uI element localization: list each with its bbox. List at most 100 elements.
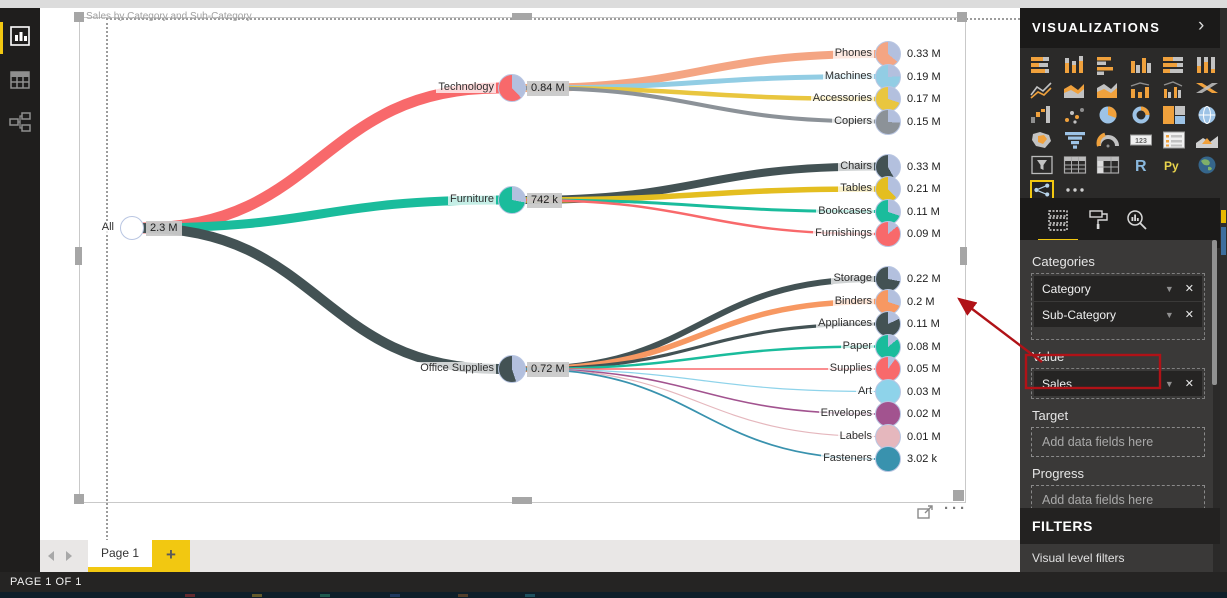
visual-options-icon[interactable]: ···	[944, 500, 968, 517]
svg-text:R: R	[1135, 158, 1147, 175]
viz-icon-pie-chart[interactable]	[1096, 105, 1120, 125]
link-all-office-supplies[interactable]	[141, 223, 500, 374]
viz-icon-r-script-visual[interactable]: R	[1129, 155, 1153, 175]
viz-icon-more-options[interactable]	[1063, 180, 1087, 200]
node-pie-labels[interactable]	[875, 423, 901, 450]
resize-handle-left-center[interactable]	[75, 247, 82, 265]
resize-handle-right-center[interactable]	[960, 247, 967, 265]
viz-icon-clustered-bar-chart[interactable]	[1096, 55, 1120, 75]
viz-icon-waterfall-chart[interactable]	[1030, 105, 1054, 125]
sankey-visual-frame[interactable]	[79, 17, 966, 503]
tree-chart[interactable]: All 2.3 M Technology 0.84 M Phones 0.33 M Mach…	[66, 10, 1016, 537]
data-view-icon[interactable]	[8, 68, 32, 92]
node-pie-supplies[interactable]	[875, 356, 901, 382]
node-pie-tables[interactable]	[875, 176, 901, 202]
resize-handle-top-left[interactable]	[74, 12, 84, 22]
viz-icon-scatter-chart[interactable]	[1063, 105, 1087, 125]
viz-icon-sankey-chart[interactable]	[1030, 180, 1054, 200]
field-pill-category[interactable]: Category ▼ ✕	[1034, 276, 1202, 301]
format-tab-icon[interactable]	[1086, 207, 1112, 233]
new-page-button[interactable]: +	[152, 540, 190, 572]
viz-icon-donut-chart[interactable]	[1129, 105, 1153, 125]
viz-icon-clustered-column-chart[interactable]	[1129, 55, 1153, 75]
node-pie-all[interactable]	[120, 216, 144, 240]
resize-handle-bottom-right[interactable]	[953, 490, 964, 501]
node-pie-appliances[interactable]	[875, 311, 901, 337]
node-pie-furnishings[interactable]	[875, 221, 901, 247]
dropdown-caret-icon[interactable]: ▼	[1164, 309, 1174, 320]
node-pie-bookcases[interactable]	[875, 198, 901, 225]
focus-mode-icon[interactable]	[916, 504, 936, 526]
link-all-furniture[interactable]	[141, 195, 500, 233]
viz-icon-slicer[interactable]	[1030, 155, 1054, 175]
node-pie-copiers[interactable]	[875, 108, 901, 135]
node-pie-envelopes[interactable]	[875, 401, 901, 427]
viz-icon-area-chart[interactable]	[1063, 80, 1087, 100]
viz-icon-kpi[interactable]	[1195, 130, 1219, 150]
analytics-tab-icon[interactable]	[1124, 207, 1150, 233]
page-tab[interactable]: Page 1	[88, 540, 152, 567]
viz-icon-line-and-clustered-column-chart[interactable]	[1162, 80, 1186, 100]
link-office-supplies-paper[interactable]	[524, 345, 877, 371]
viz-icon-map[interactable]	[1195, 105, 1219, 125]
field-pill-sales[interactable]: Sales ▼ ✕	[1034, 371, 1202, 396]
viz-icon-matrix[interactable]	[1096, 155, 1120, 175]
node-pie-technology[interactable]	[498, 74, 526, 102]
node-label-technology: Technology	[436, 81, 496, 93]
viz-icon-python-visual[interactable]: Py	[1162, 155, 1186, 175]
node-value-appliances: 0.11 M	[907, 318, 940, 330]
node-pie-machines[interactable]	[875, 63, 901, 90]
field-pill-sub-category[interactable]: Sub-Category ▼ ✕	[1034, 302, 1202, 327]
viz-icon-treemap[interactable]	[1162, 105, 1186, 125]
panel-scrollbar[interactable]	[1212, 240, 1217, 385]
well-label-categories: Categories	[1032, 254, 1095, 269]
viz-icon-gauge[interactable]	[1096, 130, 1120, 150]
node-pie-fasteners[interactable]	[875, 446, 901, 472]
link-office-supplies-fasteners[interactable]	[524, 368, 877, 460]
fields-tab-icon[interactable]	[1045, 207, 1071, 233]
link-office-supplies-labels[interactable]	[524, 368, 877, 438]
node-label-chairs: Chairs	[838, 159, 874, 172]
viz-icon-funnel[interactable]	[1063, 130, 1087, 150]
node-pie-office-supplies[interactable]	[498, 355, 526, 383]
viz-icon-filled-map[interactable]	[1030, 130, 1054, 150]
remove-field-icon[interactable]: ✕	[1184, 309, 1194, 321]
prev-page-arrow[interactable]	[48, 551, 54, 561]
viz-icon-line-chart[interactable]	[1030, 80, 1054, 100]
viz-icon-table[interactable]	[1063, 155, 1087, 175]
report-view-icon[interactable]	[8, 24, 32, 48]
resize-handle-bottom-left[interactable]	[74, 494, 84, 504]
node-label-supplies: Supplies	[827, 362, 874, 374]
viz-icon-stacked-column-chart[interactable]	[1063, 55, 1087, 75]
resize-handle-top-right[interactable]	[957, 12, 967, 22]
viz-icon-card[interactable]: 123	[1129, 130, 1153, 150]
link-technology-copiers[interactable]	[524, 86, 877, 124]
visualization-icon-grid: 123 R Py	[1030, 55, 1220, 200]
link-office-supplies-art[interactable]	[524, 368, 877, 393]
viz-icon-multi-row-card[interactable]	[1162, 130, 1186, 150]
active-view-indicator	[0, 22, 3, 54]
next-page-arrow[interactable]	[66, 551, 72, 561]
model-view-icon[interactable]	[8, 110, 32, 134]
node-pie-furniture[interactable]	[498, 186, 526, 214]
viz-icon-stacked-area-chart[interactable]	[1096, 80, 1120, 100]
remove-field-icon[interactable]: ✕	[1184, 378, 1194, 390]
resize-handle-top-center[interactable]	[512, 13, 532, 20]
dropdown-caret-icon[interactable]: ▼	[1164, 283, 1174, 294]
link-all-technology[interactable]	[141, 82, 500, 234]
viz-icon-stacked-bar-chart[interactable]	[1030, 55, 1054, 75]
link-office-supplies-envelopes[interactable]	[524, 368, 877, 415]
viz-icon-100-stacked-bar-chart[interactable]	[1162, 55, 1186, 75]
viz-icon-100-stacked-column-chart[interactable]	[1195, 55, 1219, 75]
node-label-phones: Phones	[832, 47, 874, 59]
remove-field-icon[interactable]: ✕	[1184, 283, 1194, 295]
resize-handle-bottom-center[interactable]	[512, 497, 532, 504]
dropdown-caret-icon[interactable]: ▼	[1164, 378, 1174, 389]
viz-icon-shape-map[interactable]	[1195, 155, 1219, 175]
node-value-paper: 0.08 M	[907, 340, 941, 353]
well-placeholder-target[interactable]: Add data fields here	[1031, 427, 1205, 457]
viz-icon-line-and-stacked-column-chart[interactable]	[1129, 80, 1153, 100]
viz-icon-ribbon-chart[interactable]	[1195, 80, 1219, 100]
visual-level-filters-section[interactable]: Visual level filters	[1020, 544, 1213, 572]
collapse-panel-icon[interactable]: ›	[1198, 15, 1205, 36]
